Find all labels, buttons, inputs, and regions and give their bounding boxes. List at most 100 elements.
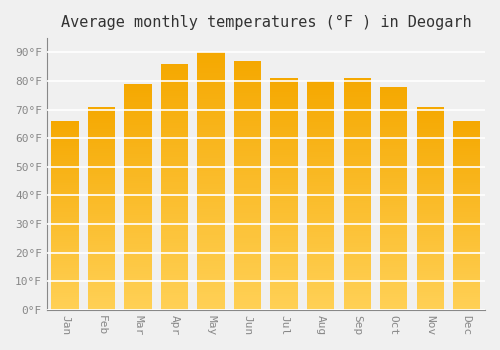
Bar — [124, 299, 152, 301]
Bar — [52, 223, 79, 225]
Bar — [124, 109, 152, 111]
Bar — [307, 113, 334, 116]
Bar — [380, 167, 407, 169]
Bar — [198, 209, 225, 212]
Bar — [198, 240, 225, 243]
Bar — [416, 184, 444, 186]
Bar — [307, 138, 334, 141]
Bar — [124, 292, 152, 294]
Bar — [124, 301, 152, 303]
Bar — [124, 170, 152, 172]
Bar — [198, 292, 225, 294]
Bar — [307, 198, 334, 200]
Bar — [344, 99, 371, 102]
Bar — [416, 277, 444, 279]
Bar — [380, 308, 407, 310]
Bar — [416, 133, 444, 135]
Bar — [344, 231, 371, 233]
Bar — [416, 125, 444, 127]
Bar — [307, 230, 334, 232]
Bar — [270, 94, 298, 97]
Bar — [307, 106, 334, 108]
Bar — [124, 104, 152, 106]
Bar — [124, 84, 152, 86]
Bar — [416, 131, 444, 133]
Bar — [344, 278, 371, 280]
Bar — [416, 249, 444, 251]
Bar — [161, 165, 188, 167]
Bar — [161, 187, 188, 189]
Bar — [234, 225, 262, 228]
Bar — [380, 198, 407, 201]
Bar — [270, 222, 298, 224]
Bar — [52, 197, 79, 198]
Bar — [124, 120, 152, 122]
Bar — [380, 129, 407, 131]
Bar — [198, 140, 225, 142]
Bar — [344, 168, 371, 171]
Bar — [344, 97, 371, 99]
Bar — [344, 305, 371, 308]
Bar — [161, 155, 188, 158]
Bar — [380, 265, 407, 267]
Bar — [416, 107, 444, 109]
Bar — [234, 205, 262, 208]
Bar — [344, 138, 371, 141]
Bar — [88, 208, 116, 210]
Bar — [234, 186, 262, 188]
Bar — [380, 154, 407, 156]
Bar — [88, 223, 116, 225]
Bar — [453, 223, 480, 225]
Bar — [234, 143, 262, 146]
Bar — [88, 206, 116, 208]
Bar — [307, 301, 334, 303]
Bar — [88, 168, 116, 170]
Bar — [124, 147, 152, 149]
Bar — [52, 151, 79, 153]
Bar — [52, 262, 79, 265]
Bar — [198, 89, 225, 91]
Bar — [344, 266, 371, 268]
Bar — [198, 269, 225, 271]
Bar — [453, 121, 480, 123]
Bar — [453, 189, 480, 191]
Bar — [234, 240, 262, 243]
Bar — [52, 302, 79, 304]
Bar — [380, 178, 407, 181]
Bar — [198, 184, 225, 186]
Bar — [416, 231, 444, 233]
Bar — [307, 99, 334, 102]
Bar — [88, 267, 116, 269]
Bar — [161, 170, 188, 172]
Bar — [234, 111, 262, 113]
Bar — [453, 278, 480, 280]
Bar — [307, 305, 334, 308]
Bar — [270, 159, 298, 162]
Bar — [307, 289, 334, 292]
Bar — [88, 218, 116, 220]
Bar — [270, 141, 298, 143]
Bar — [453, 276, 480, 278]
Bar — [234, 148, 262, 150]
Bar — [453, 163, 480, 164]
Bar — [161, 89, 188, 91]
Bar — [124, 201, 152, 204]
Bar — [270, 233, 298, 236]
Bar — [380, 279, 407, 281]
Bar — [416, 281, 444, 284]
Bar — [198, 70, 225, 73]
Bar — [416, 152, 444, 154]
Bar — [161, 96, 188, 98]
Bar — [453, 147, 480, 149]
Bar — [307, 278, 334, 280]
Bar — [52, 234, 79, 236]
Bar — [88, 184, 116, 186]
Bar — [380, 156, 407, 158]
Bar — [124, 258, 152, 260]
Bar — [198, 279, 225, 281]
Bar — [416, 117, 444, 119]
Bar — [124, 247, 152, 249]
Bar — [124, 97, 152, 100]
Bar — [416, 267, 444, 269]
Bar — [270, 268, 298, 271]
